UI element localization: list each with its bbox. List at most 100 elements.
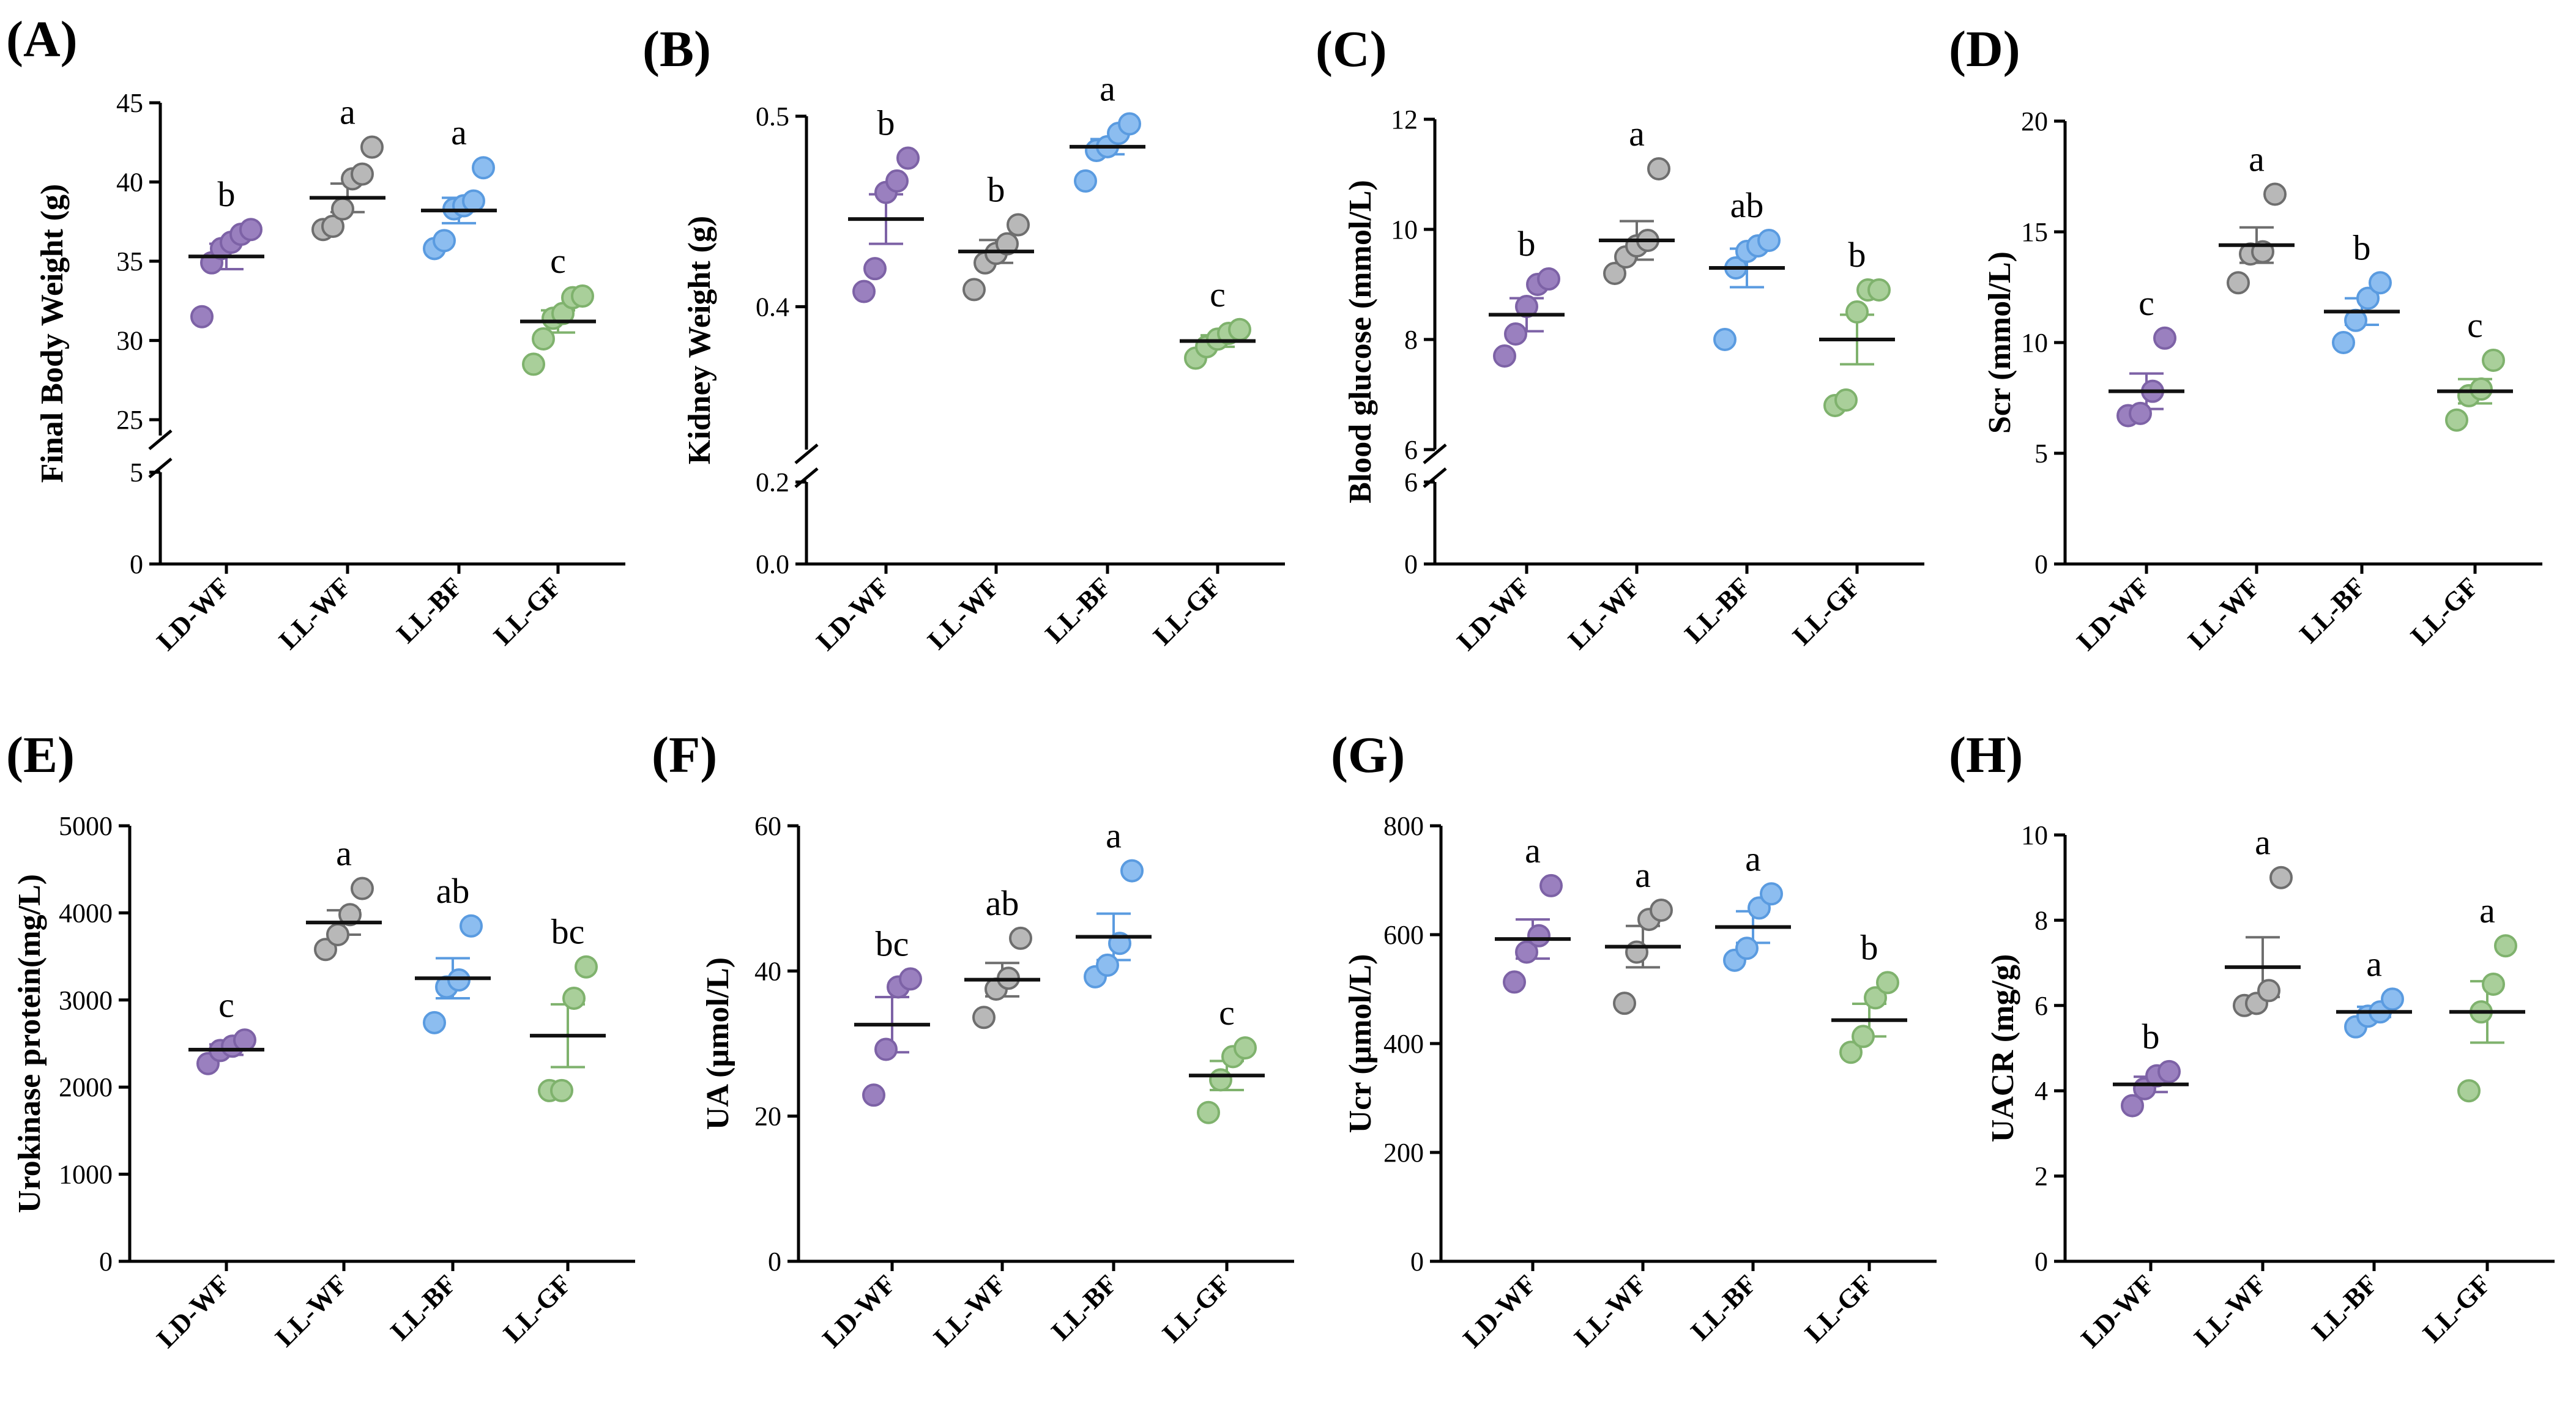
y-tick-label: 600 (1383, 920, 1424, 950)
group-ld-wf: c (2109, 283, 2184, 428)
data-point (1735, 937, 1759, 960)
data-point (1537, 267, 1560, 291)
group-ll-gf: c (1189, 993, 1265, 1124)
x-tick-label: LD-WF (1457, 1269, 1542, 1353)
group-ld-wf: a (1495, 831, 1571, 994)
group-ld-wf: b (1489, 224, 1565, 368)
significance-letter: c (218, 985, 234, 1025)
data-point (2227, 271, 2250, 295)
y-tick-label: 1000 (59, 1160, 113, 1190)
data-point (2257, 979, 2280, 1003)
significance-letter: a (1106, 816, 1122, 856)
x-tick-label: LL-BF (2306, 1269, 2383, 1346)
y-tick-label: 5000 (59, 811, 113, 841)
x-tick-label: LD-WF (151, 571, 236, 656)
group-ll-gf: bc (530, 912, 606, 1102)
data-point (1228, 317, 1251, 341)
y-tick-label: 0 (2034, 549, 2048, 579)
data-point (1845, 300, 1869, 324)
y-tick-label: 0 (130, 549, 143, 579)
significance-letter: b (988, 170, 1005, 210)
data-point (239, 218, 262, 242)
data-point (1613, 992, 1636, 1015)
group-ll-bf: a (1715, 839, 1791, 972)
significance-letter: ab (986, 883, 1019, 923)
x-tick-label: LL-GF (497, 1269, 577, 1348)
y-tick-label: 0.5 (756, 102, 789, 132)
data-point (899, 967, 922, 991)
x-tick-label: LL-BF (1040, 571, 1117, 648)
group-ll-bf: ab (1709, 185, 1785, 351)
x-tick-label: LL-BF (391, 571, 468, 648)
y-tick-label: 40 (116, 168, 143, 198)
significance-letter: c (1210, 275, 1226, 314)
data-point (571, 284, 594, 308)
y-tick-label: 60 (754, 811, 781, 841)
data-point (351, 162, 374, 186)
axis-break-mark (794, 443, 819, 464)
data-point (575, 955, 598, 979)
significance-letter: a (2479, 891, 2495, 930)
y-tick-label: 45 (116, 88, 143, 118)
data-point (1118, 112, 1141, 136)
significance-letter: b (1848, 235, 1866, 275)
data-point (896, 146, 920, 170)
data-point (1647, 157, 1670, 180)
data-point (1493, 344, 1516, 368)
panel-D: (D) Scr (mmol/L) 0 5 10 15 20 LD-WF LL-WF LL-BF LL… (1949, 21, 2542, 656)
significance-letter: a (2255, 823, 2271, 862)
group-ll-wf: ab (964, 883, 1040, 1029)
x-tick-label: LL-GF (488, 571, 567, 651)
group-ll-bf: b (2324, 228, 2400, 354)
group-ll-wf: a (2225, 823, 2301, 1017)
data-point (1234, 1036, 1257, 1060)
y-tick-label: 400 (1383, 1029, 1424, 1059)
significance-letter: a (2249, 139, 2265, 179)
data-point (1504, 322, 1527, 346)
data-point (1757, 229, 1781, 252)
data-point (331, 197, 354, 221)
data-point (2121, 1094, 2144, 1118)
x-tick-label: LD-WF (2071, 571, 2156, 656)
y-axis-label: UACR (mg/g) (1986, 954, 2020, 1143)
y-tick-label: 0.4 (756, 292, 789, 322)
significance-letter: ab (436, 871, 470, 911)
group-ll-gf: c (2437, 305, 2513, 432)
x-tick-label: LL-WF (928, 1269, 1011, 1352)
panel-label: (H) (1949, 727, 2023, 784)
panel-label: (A) (6, 11, 78, 68)
data-point (433, 229, 456, 253)
data-point (1209, 1068, 1232, 1092)
data-point (2269, 866, 2293, 889)
group-ld-wf: b (848, 103, 924, 303)
x-tick-label: LL-WF (1562, 571, 1646, 655)
group-ll-gf: a (2449, 891, 2525, 1103)
group-ll-wf: b (958, 170, 1034, 302)
y-axis-label: Scr (mmol/L) (1982, 251, 2017, 434)
y-tick-label: 6 (2034, 991, 2048, 1021)
data-point (996, 232, 1019, 256)
y-tick-label: 10 (1391, 215, 1418, 245)
y-tick-label: 15 (2021, 217, 2048, 247)
y-tick-label: 35 (116, 247, 143, 276)
data-point (1876, 971, 1899, 995)
data-point (1864, 986, 1887, 1010)
y-tick-label: 0 (99, 1247, 113, 1277)
axis-break-mark (1423, 467, 1447, 488)
y-tick-label: 10 (2021, 328, 2048, 358)
y-tick-label: 20 (2021, 106, 2048, 136)
data-point (532, 327, 555, 350)
group-ll-wf: a (1605, 855, 1681, 1015)
x-tick-label: LL-BF (1679, 571, 1756, 648)
data-point (460, 914, 483, 938)
significance-letter: a (1629, 114, 1645, 154)
data-point (2129, 401, 2152, 425)
y-tick-label: 6 (1404, 435, 1418, 465)
significance-letter: b (218, 174, 236, 214)
x-tick-label: LL-GF (1156, 1269, 1236, 1348)
group-ld-wf: bc (854, 924, 930, 1107)
y-tick-label: 2 (2034, 1162, 2048, 1192)
axis-break-mark (794, 467, 819, 488)
y-tick-label: 20 (754, 1102, 781, 1132)
group-ll-wf: a (2219, 139, 2295, 295)
